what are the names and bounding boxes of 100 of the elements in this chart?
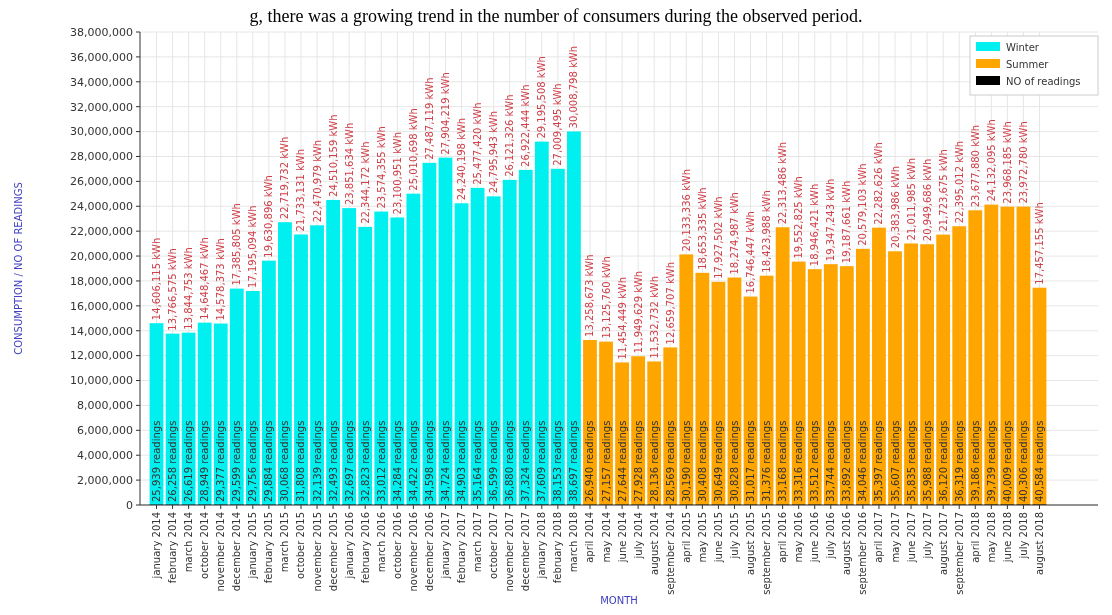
data-label: 39,739 readings [985, 420, 997, 502]
data-label: 17,385,805 kWh [231, 203, 243, 286]
data-label: 38,153 readings [552, 420, 564, 502]
data-label: 20,949,686 kWh [921, 158, 933, 242]
x-tick-label: september 2017 [953, 512, 965, 595]
data-label: 35,988 readings [921, 420, 933, 502]
data-label: 24,510,159 kWh [327, 114, 339, 197]
x-tick-label: april 2017 [873, 512, 885, 563]
data-label: 30,828 readings [728, 420, 740, 502]
y-tick-label: 22,000,000 [70, 225, 133, 239]
data-label: 34,046 readings [857, 420, 869, 502]
data-label: 17,457,155 kWh [1033, 202, 1045, 285]
x-tick-label: april 2015 [680, 512, 692, 563]
data-label: 29,377 readings [215, 420, 227, 502]
y-tick-label: 34,000,000 [70, 75, 133, 89]
y-tick-label: 16,000,000 [70, 299, 133, 313]
x-tick-label: january 2015 [247, 512, 259, 580]
y-tick-label: 38,000,000 [70, 25, 133, 39]
data-label: 30,068 readings [279, 420, 291, 502]
data-label: 21,011,985 kWh [905, 158, 917, 241]
data-label: 27,487,119 kWh [423, 77, 435, 160]
x-tick-label: february 2015 [263, 512, 275, 584]
data-label: 13,258,673 kWh [584, 254, 596, 337]
x-tick-label: june 2016 [809, 512, 821, 564]
data-label: 40,009 readings [1001, 420, 1013, 502]
data-label: 14,606,115 kWh [151, 237, 163, 321]
data-label: 22,313,486 kWh [777, 141, 789, 225]
y-tick-label: 12,000,000 [70, 349, 133, 363]
y-tick-label: 6,000,000 [77, 424, 133, 438]
data-label: 22,282,626 kWh [873, 142, 885, 225]
data-label: 26,940 readings [584, 420, 596, 502]
data-label: 20,579,103 kWh [857, 163, 869, 246]
data-label: 36,319 readings [953, 420, 965, 502]
data-label: 34,724 readings [439, 420, 451, 502]
data-label: 25,010,698 kWh [407, 108, 419, 191]
x-tick-label: may 2015 [696, 512, 708, 563]
x-tick-label: august 2018 [1033, 512, 1045, 575]
data-label: 33,316 readings [793, 420, 805, 502]
x-tick-label: july 2017 [921, 512, 933, 560]
x-tick-label: february 2016 [359, 512, 371, 584]
x-tick-label: june 2015 [712, 512, 724, 564]
legend-label: Winter [1006, 41, 1040, 53]
data-label: 14,578,373 kWh [215, 238, 227, 321]
data-label: 37,324 readings [520, 420, 532, 502]
data-label: 23,100,951 kWh [391, 132, 403, 215]
data-label: 30,190 readings [680, 420, 692, 502]
data-label: 21,733,131 kWh [295, 149, 307, 232]
data-label: 34,284 readings [391, 420, 403, 502]
data-label: 11,454,449 kWh [616, 276, 628, 360]
y-tick-label: 26,000,000 [70, 175, 133, 189]
x-tick-label: september 2016 [857, 512, 869, 595]
data-label: 29,756 readings [247, 420, 259, 502]
x-axis-title: MONTH [600, 595, 638, 606]
x-tick-label: february 2018 [552, 512, 564, 584]
x-tick-label: july 2018 [1017, 512, 1029, 560]
data-label: 25,477,420 kWh [472, 102, 484, 185]
data-label: 37,609 readings [536, 420, 548, 502]
data-label: 33,744 readings [825, 420, 837, 502]
data-label: 35,835 readings [905, 420, 917, 502]
data-label: 24,240,198 kWh [456, 117, 468, 201]
data-label: 27,009,495 kWh [552, 83, 564, 166]
y-tick-label: 28,000,000 [70, 150, 133, 164]
data-label: 19,187,661 kWh [841, 180, 853, 264]
data-label: 34,422 readings [407, 420, 419, 502]
data-label: 32,697 readings [343, 420, 355, 502]
data-label: 17,927,502 kWh [712, 196, 724, 279]
data-label: 20,133,336 kWh [680, 168, 692, 252]
data-label: 29,195,508 kWh [536, 56, 548, 139]
x-tick-label: october 2016 [391, 512, 403, 579]
x-tick-label: march 2015 [279, 512, 291, 573]
data-label: 13,766,575 kWh [167, 248, 179, 331]
data-label: 26,922,444 kWh [520, 84, 532, 167]
x-tick-label: april 2018 [969, 512, 981, 563]
x-tick-label: september 2014 [664, 512, 676, 595]
x-tick-label: august 2017 [937, 512, 949, 575]
y-tick-label: 24,000,000 [70, 200, 133, 214]
data-label: 18,653,335 kWh [696, 187, 708, 270]
data-label: 23,968,185 kWh [1001, 121, 1013, 204]
x-tick-label: february 2014 [167, 512, 179, 584]
x-tick-label: may 2014 [600, 512, 612, 563]
data-label: 30,008,798 kWh [568, 46, 580, 129]
data-label: 17,195,094 kWh [247, 205, 259, 288]
x-tick-label: january 2018 [536, 512, 548, 580]
text: g, there was a growing trend in the number of consumers during the observed period. [249, 6, 863, 26]
data-label: 27,157 readings [600, 420, 612, 502]
data-label: 18,423,988 kWh [761, 190, 773, 273]
data-label: 35,607 readings [889, 420, 901, 502]
x-tick-label: december 2016 [423, 512, 435, 592]
data-label: 18,274,987 kWh [728, 192, 740, 275]
data-label: 14,648,467 kWh [199, 237, 211, 320]
x-tick-label: may 2017 [889, 512, 901, 563]
x-tick-label: march 2016 [375, 512, 387, 573]
data-label: 23,972,780 kWh [1017, 121, 1029, 204]
x-tick-label: december 2015 [327, 512, 339, 592]
data-label: 25,939 readings [151, 420, 163, 502]
y-tick-label: 36,000,000 [70, 50, 133, 64]
x-tick-label: december 2017 [520, 512, 532, 592]
data-label: 36,880 readings [504, 420, 516, 502]
data-label: 26,258 readings [167, 420, 179, 502]
data-label: 22,395,012 kWh [953, 140, 965, 224]
